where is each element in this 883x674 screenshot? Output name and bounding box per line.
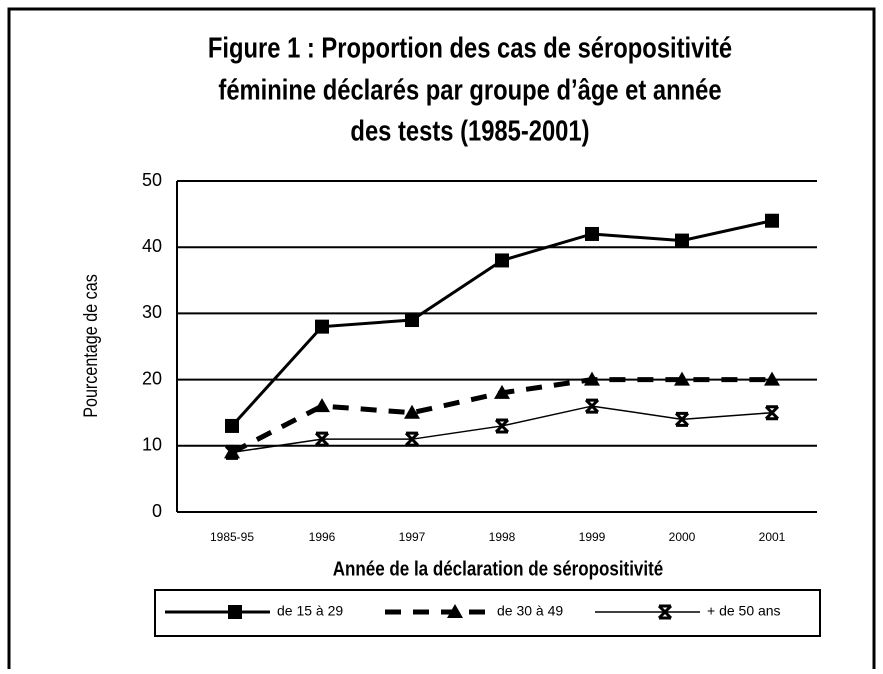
y-tick-label: 50: [142, 170, 162, 190]
y-axis-label: Pourcentage de cas: [80, 274, 102, 418]
chart-title: des tests (1985-2001): [350, 114, 589, 147]
y-tick-label: 40: [142, 236, 162, 256]
marker: [765, 213, 779, 228]
marker: [764, 405, 780, 421]
y-tick-label: 10: [142, 435, 162, 455]
marker: [314, 398, 330, 413]
y-tick-label: 20: [142, 368, 162, 388]
x-tick-label: 1997: [399, 530, 426, 544]
marker: [674, 371, 690, 386]
marker: [404, 431, 420, 447]
marker: [405, 313, 419, 328]
legend-label: de 30 à 49: [497, 603, 563, 619]
marker: [585, 226, 599, 241]
x-tick-label: 1985-95: [210, 530, 254, 544]
y-tick-label: 0: [152, 501, 162, 521]
marker: [494, 384, 510, 399]
marker: [315, 319, 329, 334]
marker: [657, 604, 673, 620]
frame: [7, 7, 876, 674]
marker: [764, 371, 780, 386]
marker: [225, 418, 239, 433]
marker: [224, 444, 240, 460]
legend-label: de 15 à 29: [277, 603, 343, 619]
x-tick-label: 2000: [669, 530, 696, 544]
marker: [584, 398, 600, 414]
x-tick-label: 1999: [579, 530, 606, 544]
x-tick-label: 1996: [309, 530, 336, 544]
marker: [674, 411, 690, 427]
marker: [675, 233, 689, 248]
marker: [314, 431, 330, 447]
marker: [404, 404, 420, 419]
marker: [494, 418, 510, 434]
x-tick-label: 1998: [489, 530, 516, 544]
x-tick-label: 2001: [759, 530, 786, 544]
marker: [447, 604, 463, 618]
marker: [584, 371, 600, 386]
legend-label: + de 50 ans: [707, 603, 781, 619]
marker: [228, 605, 242, 619]
x-axis-label: Année de la déclaration de séropositivit…: [333, 557, 663, 580]
legend-box: [154, 589, 821, 637]
chart-title: Figure 1 : Proportion des cas de séropos…: [208, 31, 732, 64]
y-tick-label: 30: [142, 302, 162, 322]
marker: [495, 253, 509, 268]
chart-title: féminine déclarés par groupe d’âge et an…: [218, 73, 721, 106]
